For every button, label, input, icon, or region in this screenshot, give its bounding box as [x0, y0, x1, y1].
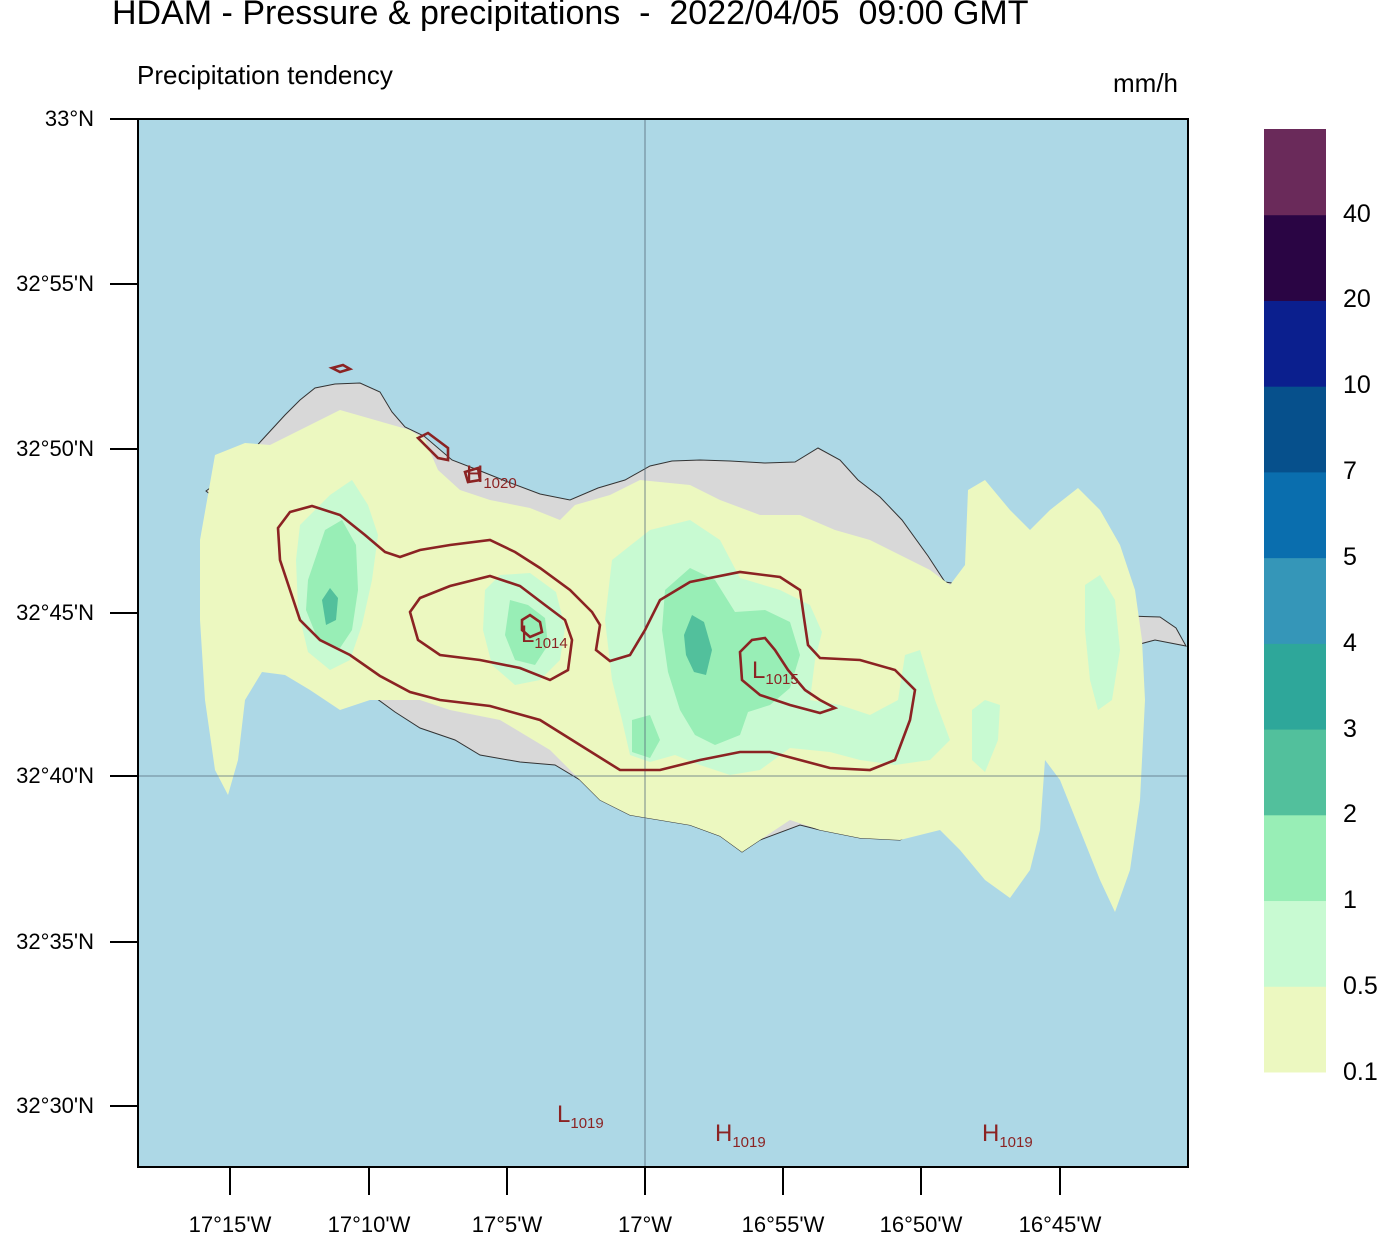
colorbar-label-0.1: 0.1: [1343, 1058, 1378, 1086]
lat-label-32-30n: 32°30'N: [16, 1093, 94, 1118]
lon-label-16-50w: 16°50'W: [879, 1212, 963, 1237]
units-label: mm/h: [1113, 68, 1178, 98]
pressure-label-l1014: L1014: [521, 621, 568, 652]
map-frame: [137, 118, 1189, 1168]
lon-label-16-45w: 16°45'W: [1018, 1212, 1102, 1237]
colorbar-label-3: 3: [1343, 715, 1357, 743]
colorbar-label-7: 7: [1343, 457, 1357, 485]
colorbar-swatch-1: [1264, 900, 1326, 987]
colorbar-swatch-2: [1264, 814, 1326, 902]
colorbar-swatch-8: [1264, 300, 1326, 387]
colorbar-label-2: 2: [1343, 800, 1357, 828]
colorbar-label-40: 40: [1343, 200, 1371, 228]
lat-label-33n: 33°N: [44, 106, 94, 131]
lon-ticks: [229, 1167, 1061, 1195]
lon-label-17w: 17°W: [617, 1212, 673, 1237]
map-title: HDAM - Pressure & precipitations - 2022/…: [112, 0, 1029, 32]
lat-label-32-45n: 32°45'N: [16, 600, 94, 625]
colorbar-label-4: 4: [1343, 629, 1357, 657]
precip-level-1: [306, 520, 800, 758]
lat-label-32-55n: 32°55'N: [16, 271, 94, 296]
colorbar-swatch-0: [1264, 986, 1326, 1073]
pressure-label-l1019: L1019: [557, 1101, 604, 1132]
colorbar-label-5: 5: [1343, 543, 1357, 571]
colorbar-label-1: 1: [1343, 886, 1357, 914]
lat-label-32-50n: 32°50'N: [16, 436, 94, 461]
map-subtitle: Precipitation tendency: [137, 60, 393, 90]
pressure-label-h1020: H1020: [466, 461, 517, 492]
colorbar-label-10: 10: [1343, 371, 1371, 399]
colorbar-swatch-9: [1264, 214, 1326, 301]
isobar-contours: [276, 363, 917, 772]
colorbar-swatch-10: [1264, 129, 1326, 216]
pressure-label-h1019-center: H1019: [715, 1120, 766, 1151]
precip-level-2: [322, 588, 712, 675]
lat-ticks: [110, 118, 138, 1107]
colorbar-swatch-7: [1264, 386, 1326, 473]
colorbar-label-20: 20: [1343, 285, 1371, 313]
colorbar: [1264, 129, 1326, 1073]
colorbar-swatch-4: [1264, 643, 1326, 730]
lon-label-16-55w: 16°55'W: [741, 1212, 825, 1237]
pressure-label-l1015: L1015: [752, 657, 799, 688]
colorbar-swatch-3: [1264, 729, 1326, 816]
pressure-label-h1019-east: H1019: [982, 1120, 1033, 1151]
lon-label-17-10w: 17°10'W: [327, 1212, 411, 1237]
colorbar-label-0.5: 0.5: [1343, 972, 1378, 1000]
lat-label-32-35n: 32°35'N: [16, 929, 94, 954]
colorbar-swatch-6: [1264, 471, 1326, 559]
lat-label-32-40n: 32°40'N: [16, 763, 94, 788]
colorbar-swatch-5: [1264, 557, 1326, 644]
lon-label-17-15w: 17°15'W: [188, 1212, 272, 1237]
lon-label-17-5w: 17°5'W: [471, 1212, 543, 1237]
